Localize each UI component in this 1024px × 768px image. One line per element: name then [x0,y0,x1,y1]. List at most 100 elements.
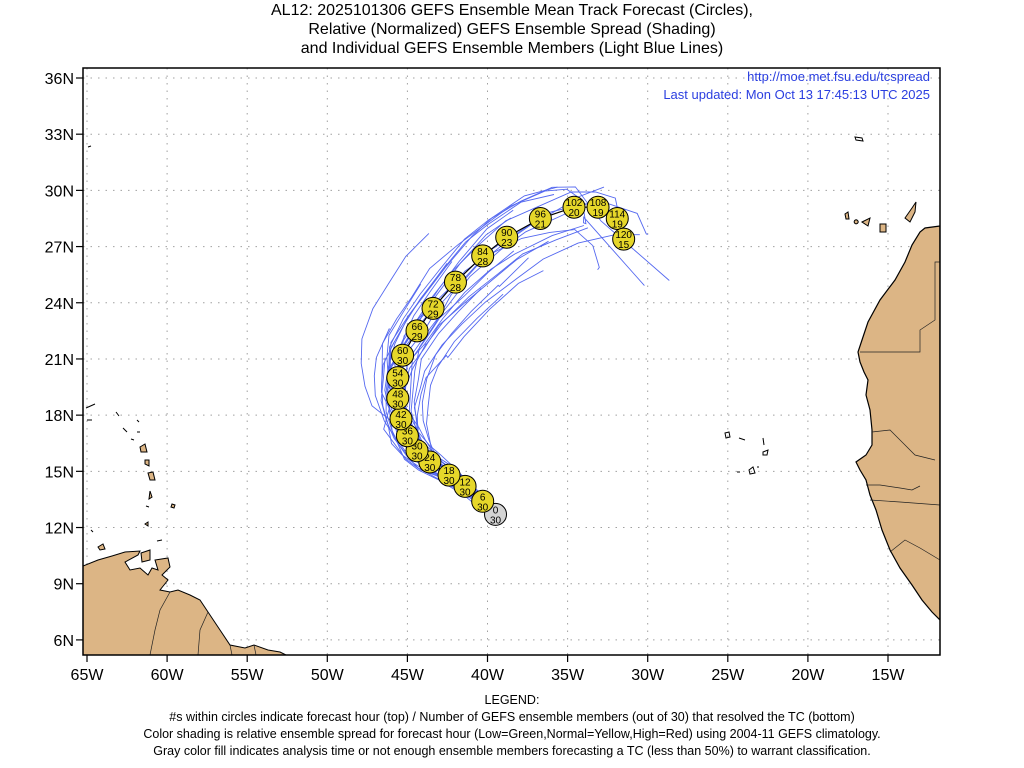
y-tick-label: 33N [45,127,74,144]
forecast-hour: 0 [493,505,499,516]
title-line-3: and Individual GEFS Ensemble Members (Li… [300,40,724,57]
forecast-circle [471,489,495,513]
y-tick-label: 9N [54,577,74,594]
forecast-hour: 66 [411,322,423,333]
forecast-hour: 114 [609,209,625,220]
land-bermuda [87,145,92,148]
land-lesser-antilles [85,403,176,533]
forecast-circle [391,343,415,367]
legend-heading: LEGEND: [484,693,540,707]
land-africa [855,225,940,621]
member-count: 28 [450,283,462,294]
axis-ticks: 65W 60W 55W 50W 45W 40W 35W 30W 25W 20W 15W 36N 33N 3… [45,71,906,684]
legend: LEGEND: #s within circles indicate forec… [0,692,1024,760]
forecast-hour: 24 [424,453,436,464]
forecast-hour: 60 [397,346,409,357]
forecast-hour: 12 [460,477,472,488]
x-tick-label: 35W [551,667,585,684]
forecast-circle [471,244,495,268]
member-count: 29 [411,332,423,343]
grid-lines [83,68,940,655]
y-tick-label: 12N [45,521,74,538]
forecast-hour: 78 [450,273,462,284]
member-count: 28 [477,257,489,268]
member-count: 21 [535,219,547,230]
y-tick-label: 30N [45,183,74,200]
forecast-hour: 96 [535,209,547,220]
forecast-circle [386,366,410,390]
member-count: 30 [395,420,407,431]
forecast-circle [437,463,461,487]
legend-line-2: Color shading is relative ensemble sprea… [143,727,881,741]
member-count: 30 [392,399,404,410]
y-tick-label: 27N [45,240,74,257]
forecast-circle [443,270,467,294]
x-tick-label: 20W [791,667,825,684]
forecast-hour: 54 [392,369,404,380]
x-tick-label: 45W [391,667,425,684]
source-url: http://moe.met.fsu.edu/tcspread [747,69,930,84]
land-abc-islands [97,539,163,551]
land-trinidad [140,549,151,563]
map-background [83,68,940,655]
x-tick-label: 65W [71,667,105,684]
member-count: 20 [568,208,580,219]
land-canary-islands [844,201,917,233]
forecast-hour: 18 [443,466,455,477]
y-tick-label: 6N [54,633,74,650]
forecast-hour: 36 [402,427,414,438]
y-tick-label: 36N [45,71,74,88]
member-count: 30 [397,356,409,367]
x-tick-label: 60W [151,667,185,684]
member-count: 19 [612,219,624,230]
title-line-2: Relative (Normalized) GEFS Ensemble Spre… [308,21,716,38]
forecast-circle [453,474,477,498]
forecast-circle [421,296,445,320]
forecast-circle [586,195,610,219]
last-updated: Last updated: Mon Oct 13 17:45:13 UTC 20… [663,87,930,102]
track-map: 0306301230183024303030363042304830543060… [45,67,941,684]
member-count: 19 [592,208,604,219]
forecast-point: 630 [471,489,495,513]
legend-line-1: #s within circles indicate forecast hour… [169,710,855,724]
member-count: 30 [411,452,423,463]
x-tick-label: 50W [311,667,345,684]
y-tick-label: 21N [45,352,74,369]
x-tick-label: 25W [711,667,745,684]
forecast-circle [605,206,629,230]
forecast-circle [528,206,552,230]
member-count: 30 [424,463,436,474]
y-tick-label: 15N [45,464,74,481]
border-line [149,591,257,655]
member-count: 30 [443,476,455,487]
forecast-hour: 42 [395,410,407,421]
forecast-hour: 6 [480,492,486,503]
forecast-hour: 48 [392,389,404,400]
member-count: 30 [460,487,472,498]
legend-line-3: Gray color fill indicates analysis time … [153,744,871,758]
y-tick-label: 24N [45,296,74,313]
member-count: 30 [392,379,404,390]
member-count: 30 [402,437,414,448]
title-line-1: AL12: 2025101306 GEFS Ensemble Mean Trac… [271,2,753,19]
forecast-hour: 108 [590,198,607,209]
y-tick-label: 18N [45,408,74,425]
land-south-america [83,550,287,655]
member-count: 15 [618,240,630,251]
map-frame [82,67,941,656]
forecast-circle [405,319,429,343]
forecast-hour: 72 [427,299,439,310]
x-tick-label: 55W [231,667,265,684]
member-count: 30 [477,502,489,513]
